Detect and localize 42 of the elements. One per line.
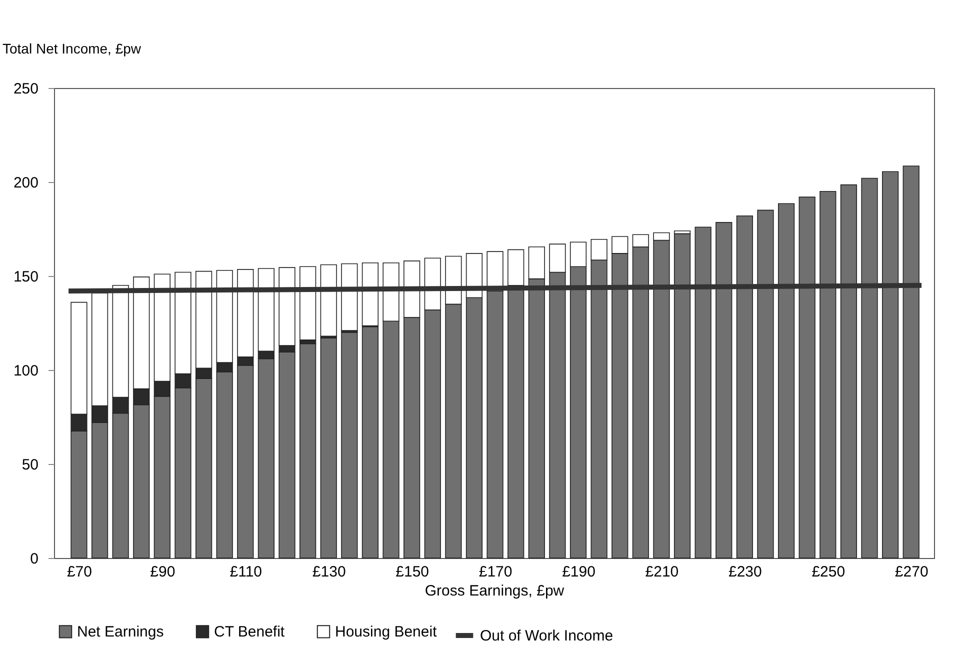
bar	[320, 338, 337, 558]
x-tick-label: £90	[150, 564, 176, 580]
bar	[840, 184, 858, 558]
bar	[820, 191, 836, 558]
y-tick-label: 200	[13, 174, 38, 192]
bar	[798, 196, 816, 558]
legend-label: CT Benefit	[214, 624, 286, 641]
x-tick-label: £170	[478, 564, 512, 580]
bar	[694, 226, 712, 558]
bar	[736, 215, 753, 558]
x-tick-label: £230	[728, 564, 762, 580]
x-axis-title: Gross Earnings, £pw	[424, 582, 564, 600]
y-tick-label: 100	[13, 362, 38, 380]
x-tick-label: £110	[230, 564, 262, 580]
x-tick-label: £130	[312, 564, 346, 580]
y-axis-title: Total Net Income, £pw	[2, 40, 142, 56]
x-tick-label: £270	[894, 564, 928, 580]
bar	[300, 266, 316, 340]
bar	[300, 343, 316, 558]
bar	[757, 210, 774, 558]
y-tick-label: 150	[13, 268, 38, 286]
y-tick-label: 250	[13, 80, 38, 98]
bar	[778, 203, 795, 558]
bar	[508, 249, 524, 286]
bar	[320, 264, 337, 337]
legend-label: Housing Beneit	[335, 624, 438, 641]
x-tick-label: £70	[66, 564, 92, 580]
legend-label: Out of Work Income	[480, 628, 614, 644]
y-tick-label: 0	[30, 550, 38, 568]
x-tick-label: £210	[645, 564, 679, 580]
x-tick-label: £150	[396, 564, 430, 580]
legend-label: Net Earnings	[77, 624, 164, 641]
bar	[341, 332, 358, 558]
bar	[882, 171, 899, 558]
bar	[861, 178, 878, 558]
bar	[674, 233, 691, 558]
x-tick-label: £250	[812, 564, 846, 580]
x-tick-label: £190	[562, 564, 596, 580]
y-tick-label: 50	[22, 456, 38, 474]
bar	[902, 166, 920, 558]
bar	[341, 263, 358, 331]
bar	[716, 222, 732, 558]
